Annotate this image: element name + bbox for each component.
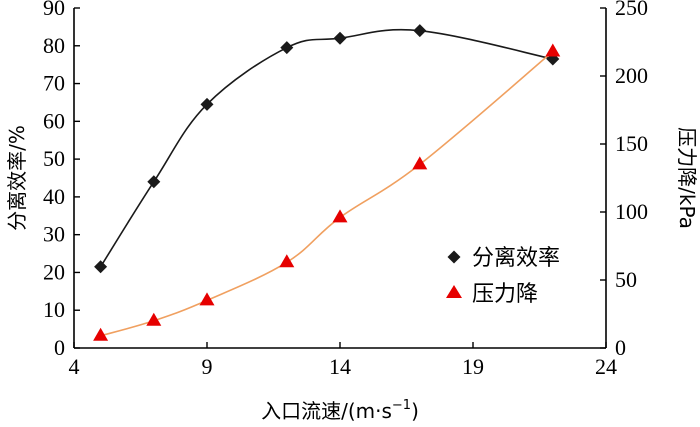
x-axis-title-sup: −1 bbox=[392, 398, 411, 413]
x-tick-label: 24 bbox=[595, 354, 617, 379]
y-right-tick-label: 100 bbox=[615, 199, 648, 224]
y-right-tick-label: 150 bbox=[615, 131, 648, 156]
y-right-tick-label: 0 bbox=[615, 335, 626, 360]
y-left-tick-label: 60 bbox=[43, 108, 65, 133]
diamond-marker bbox=[94, 260, 108, 274]
triangle-marker bbox=[332, 209, 348, 223]
triangle-marker bbox=[199, 292, 215, 306]
y-left-tick-label: 70 bbox=[43, 71, 65, 96]
triangle-marker bbox=[146, 312, 162, 326]
x-axis-title-close: ) bbox=[411, 399, 419, 423]
legend-label: 压力降 bbox=[472, 282, 538, 307]
x-tick-label: 14 bbox=[329, 354, 351, 379]
x-axis-title-main: 入口流速/(m·s bbox=[261, 399, 392, 423]
y-left-axis-title: 分离效率/% bbox=[5, 125, 29, 231]
series-line-1 bbox=[99, 28, 553, 268]
chart-axes: 4 9 14 19 2401020304050607080900501001502002… bbox=[5, 0, 699, 423]
diamond-marker bbox=[200, 97, 214, 111]
y-right-tick-label: 200 bbox=[615, 63, 648, 88]
y-right-axis-title: 压力降/kPa bbox=[675, 127, 699, 229]
y-left-tick-label: 20 bbox=[43, 259, 65, 284]
y-left-tick-label: 30 bbox=[43, 222, 65, 247]
triangle-marker bbox=[412, 156, 428, 170]
y-left-tick-label: 0 bbox=[54, 335, 65, 360]
triangle-marker bbox=[93, 327, 109, 341]
x-tick-label: 4 bbox=[69, 354, 80, 379]
diamond-marker bbox=[333, 31, 347, 45]
y-left-tick-label: 80 bbox=[43, 33, 65, 58]
y-left-tick-label: 50 bbox=[43, 146, 65, 171]
legend-label: 分离效率 bbox=[472, 246, 560, 271]
series-line-2 bbox=[100, 50, 554, 337]
y-left-tick-label: 40 bbox=[43, 184, 65, 209]
diamond-marker bbox=[147, 175, 161, 189]
y-right-tick-label: 250 bbox=[615, 0, 648, 20]
legend-triangle-icon bbox=[446, 285, 462, 298]
x-tick-label: 19 bbox=[462, 354, 484, 379]
chart-series bbox=[93, 24, 561, 341]
x-axis-title: 入口流速/(m·s−1) bbox=[261, 398, 419, 423]
x-tick-label: 9 bbox=[202, 354, 213, 379]
y-right-tick-label: 50 bbox=[615, 267, 637, 292]
y-left-tick-label: 10 bbox=[43, 297, 65, 322]
legend-diamond-icon bbox=[447, 250, 461, 264]
diamond-marker bbox=[280, 41, 294, 55]
y-left-tick-label: 90 bbox=[43, 0, 65, 20]
triangle-marker bbox=[279, 254, 295, 268]
diamond-marker bbox=[413, 24, 427, 38]
triangle-marker bbox=[545, 43, 561, 57]
